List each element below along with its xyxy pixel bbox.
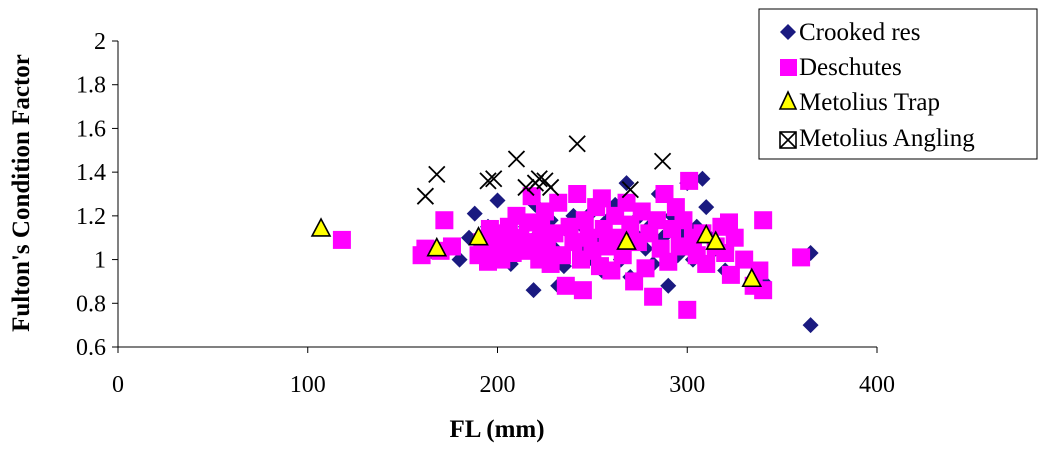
crooked-res-point <box>618 175 635 192</box>
x-ticks: 0 100 200 300 400 <box>112 347 895 398</box>
legend-item-metolius-trap: Metolius Trap <box>778 89 940 116</box>
deschutes-point <box>613 246 632 265</box>
legend-diamond-icon <box>780 24 796 40</box>
x-tick-label: 100 <box>290 372 326 398</box>
crooked-res-point <box>489 192 506 209</box>
data-points <box>310 135 819 334</box>
x-tick-label: 400 <box>859 372 895 398</box>
legend-item-deschutes: Deschutes <box>780 54 902 81</box>
deschutes-point <box>564 233 583 252</box>
metolius-trap-point <box>616 230 637 250</box>
x-tick-label: 200 <box>480 372 516 398</box>
x-tick-label: 300 <box>669 372 705 398</box>
legend-triangle-icon <box>778 90 798 110</box>
x-tick-label: 0 <box>112 372 124 398</box>
deschutes-point <box>549 193 568 212</box>
y-tick-label: 2 <box>94 29 106 55</box>
legend-item-crooked-res: Crooked res <box>780 19 921 46</box>
deschutes-point <box>680 171 699 190</box>
deschutes-point <box>725 228 744 247</box>
legend-square-icon <box>780 59 797 76</box>
metolius-angling-point <box>541 178 560 197</box>
deschutes-point <box>678 300 697 319</box>
legend-label-metolius-angling: Metolius Angling <box>799 125 975 152</box>
metolius-angling-point <box>485 170 503 188</box>
metolius-angling-point <box>507 150 526 168</box>
metolius-angling-point <box>653 152 672 170</box>
legend-label-deschutes: Deschutes <box>799 54 902 81</box>
deschutes-point <box>674 211 693 230</box>
deschutes-point <box>592 189 611 208</box>
y-tick-label: 0.8 <box>76 291 106 317</box>
deschutes-point <box>617 193 636 212</box>
metolius-angling-point <box>517 178 535 197</box>
deschutes-point <box>602 261 621 280</box>
deschutes-point <box>659 252 678 271</box>
crooked-res-point <box>694 170 711 187</box>
y-tick-label: 1.6 <box>76 116 106 142</box>
deschutes-point <box>435 211 454 230</box>
metolius-angling-point <box>416 187 435 205</box>
metolius-trap-point <box>695 223 717 244</box>
deschutes-point <box>792 248 811 267</box>
legend-x-icon <box>779 131 797 149</box>
metolius-angling-point <box>621 180 639 199</box>
metolius-trap-point <box>741 267 763 288</box>
deschutes-point <box>719 213 738 232</box>
crooked-res-point <box>451 251 468 268</box>
deschutes-point <box>636 259 655 278</box>
legend: Crooked res Deschutes Metolius Trap Meto… <box>758 8 1038 160</box>
metolius-trap-point <box>426 236 448 257</box>
deschutes-point <box>583 241 602 260</box>
metolius-trap-point <box>310 217 332 237</box>
metolius-angling-point <box>479 172 497 190</box>
crooked-res-point <box>466 205 483 222</box>
deschutes-point <box>545 224 564 243</box>
y-tick-label: 1.4 <box>76 160 106 186</box>
y-tick-label: 1 <box>94 248 106 274</box>
x-axis-title: FL (mm) <box>449 416 544 443</box>
crooked-res-point <box>698 199 715 216</box>
y-tick-label: 0.6 <box>76 335 106 361</box>
legend-label-metolius-trap: Metolius Trap <box>799 89 940 116</box>
metolius-angling-point <box>428 165 446 183</box>
deschutes-point <box>568 185 587 203</box>
deschutes-point <box>735 250 754 269</box>
y-ticks: 0.6 0.8 1 1.2 1.4 1.6 1.8 2 <box>76 29 118 361</box>
deschutes-point <box>556 276 575 295</box>
crooked-res-point <box>802 317 819 334</box>
deschutes-point <box>644 287 663 306</box>
crooked-res-point <box>525 282 542 299</box>
deschutes-point <box>560 217 579 236</box>
y-tick-label: 1.2 <box>76 204 106 230</box>
legend-label-crooked-res: Crooked res <box>799 19 921 46</box>
deschutes-point <box>522 187 541 206</box>
deschutes-point <box>754 211 773 230</box>
deschutes-point <box>442 237 461 256</box>
deschutes-point <box>721 265 740 284</box>
metolius-trap-point <box>468 226 489 246</box>
deschutes-point <box>632 202 651 221</box>
crooked-res-point <box>660 277 677 294</box>
metolius-angling-point <box>530 170 548 188</box>
legend-box <box>758 8 1038 160</box>
deschutes-point <box>647 211 666 230</box>
deschutes-point <box>697 254 716 273</box>
legend-x-box-icon <box>779 131 797 149</box>
metolius-angling-point <box>568 135 586 153</box>
deschutes-point <box>332 230 351 249</box>
y-tick-label: 1.8 <box>76 73 106 99</box>
y-axis-title: Fulton's Condition Factor <box>8 54 35 332</box>
deschutes-point <box>573 281 592 300</box>
legend-item-metolius-angling: Metolius Angling <box>779 125 975 152</box>
metolius-trap-point <box>705 230 727 250</box>
